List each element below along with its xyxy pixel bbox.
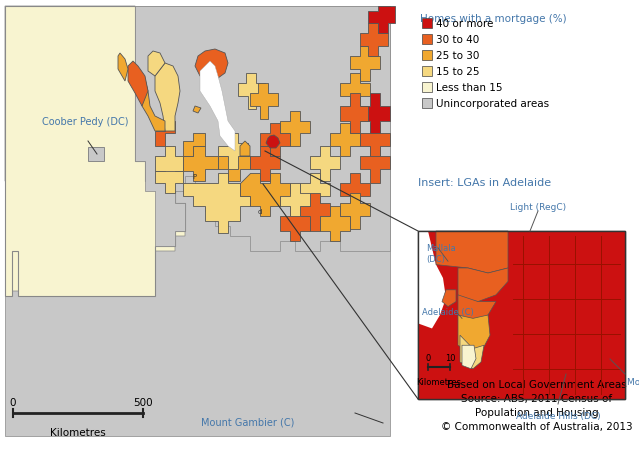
Polygon shape (218, 133, 248, 170)
Polygon shape (193, 107, 201, 114)
Polygon shape (300, 193, 330, 231)
Polygon shape (350, 47, 380, 82)
Bar (422, 51, 432, 61)
Text: Based on Local Government Areas
Source: ABS, 2011 Census of
Population and Housi: Based on Local Government Areas Source: … (441, 379, 633, 431)
Polygon shape (155, 64, 180, 132)
Text: 500: 500 (133, 397, 153, 407)
Text: Light (RegC): Light (RegC) (510, 202, 566, 212)
Polygon shape (340, 74, 370, 107)
Bar (422, 99, 432, 109)
Polygon shape (360, 94, 390, 133)
Polygon shape (418, 231, 446, 329)
Text: Unincorporated areas: Unincorporated areas (436, 99, 549, 109)
Polygon shape (260, 124, 290, 156)
Polygon shape (280, 184, 310, 216)
Text: 10: 10 (445, 353, 455, 362)
Polygon shape (442, 290, 456, 307)
Bar (422, 67, 432, 77)
Polygon shape (330, 124, 360, 156)
Polygon shape (148, 52, 165, 77)
Bar (418, 231, 625, 399)
Polygon shape (218, 147, 250, 182)
Polygon shape (300, 174, 330, 207)
Text: 0: 0 (426, 353, 431, 362)
Polygon shape (458, 268, 508, 302)
Polygon shape (460, 336, 484, 369)
Polygon shape (458, 315, 490, 352)
Polygon shape (140, 74, 165, 132)
Polygon shape (320, 207, 350, 241)
Polygon shape (280, 112, 310, 147)
Polygon shape (368, 7, 395, 34)
Bar (5, 7, 390, 436)
Text: Adelaide Hills (DC): Adelaide Hills (DC) (516, 411, 600, 420)
Polygon shape (5, 7, 135, 72)
Text: 15 to 25: 15 to 25 (436, 67, 479, 77)
Polygon shape (135, 7, 390, 252)
Polygon shape (155, 147, 183, 172)
Polygon shape (195, 50, 228, 80)
Text: Mount Barker (DC): Mount Barker (DC) (627, 377, 639, 386)
Bar (422, 35, 432, 45)
Bar (418, 231, 625, 399)
Polygon shape (436, 231, 508, 273)
Polygon shape (280, 207, 310, 241)
Text: Less than 15: Less than 15 (436, 83, 502, 93)
Bar (88, 147, 104, 161)
Polygon shape (240, 174, 290, 216)
Text: Mallala
(DC): Mallala (DC) (426, 244, 456, 263)
Polygon shape (183, 133, 205, 156)
Polygon shape (183, 147, 218, 182)
Text: Insert: LGAs in Adelaide: Insert: LGAs in Adelaide (418, 178, 551, 188)
Polygon shape (458, 295, 496, 322)
Polygon shape (340, 174, 370, 207)
Polygon shape (360, 24, 388, 57)
Polygon shape (340, 193, 370, 230)
Text: Kilometres: Kilometres (417, 377, 461, 386)
Polygon shape (250, 147, 280, 182)
Polygon shape (155, 122, 175, 147)
Polygon shape (238, 74, 265, 110)
Polygon shape (462, 345, 476, 369)
Text: 40 or more: 40 or more (436, 19, 493, 29)
Text: Coober Pedy (DC): Coober Pedy (DC) (42, 117, 128, 127)
Polygon shape (340, 94, 368, 133)
Polygon shape (310, 147, 340, 182)
Text: 0: 0 (10, 397, 16, 407)
Polygon shape (5, 7, 185, 291)
Text: Adelaide (C): Adelaide (C) (422, 308, 473, 317)
Text: P: P (192, 174, 196, 179)
Bar (422, 83, 432, 93)
Text: d: d (258, 208, 262, 215)
Polygon shape (118, 54, 128, 82)
Text: Kilometres: Kilometres (50, 427, 106, 437)
Bar (418, 231, 625, 399)
Polygon shape (200, 62, 235, 152)
Polygon shape (128, 62, 148, 107)
Text: Homes with a mortgage (%): Homes with a mortgage (%) (420, 14, 567, 24)
Text: 25 to 30: 25 to 30 (436, 51, 479, 61)
Bar (422, 19, 432, 29)
Polygon shape (250, 84, 278, 120)
Polygon shape (155, 161, 183, 193)
Polygon shape (5, 7, 185, 296)
Text: Mount Gambier (C): Mount Gambier (C) (201, 417, 295, 427)
Polygon shape (266, 136, 280, 149)
Polygon shape (360, 124, 390, 156)
Polygon shape (183, 174, 250, 234)
Polygon shape (360, 147, 390, 184)
Polygon shape (240, 142, 250, 156)
Text: 30 to 40: 30 to 40 (436, 35, 479, 45)
